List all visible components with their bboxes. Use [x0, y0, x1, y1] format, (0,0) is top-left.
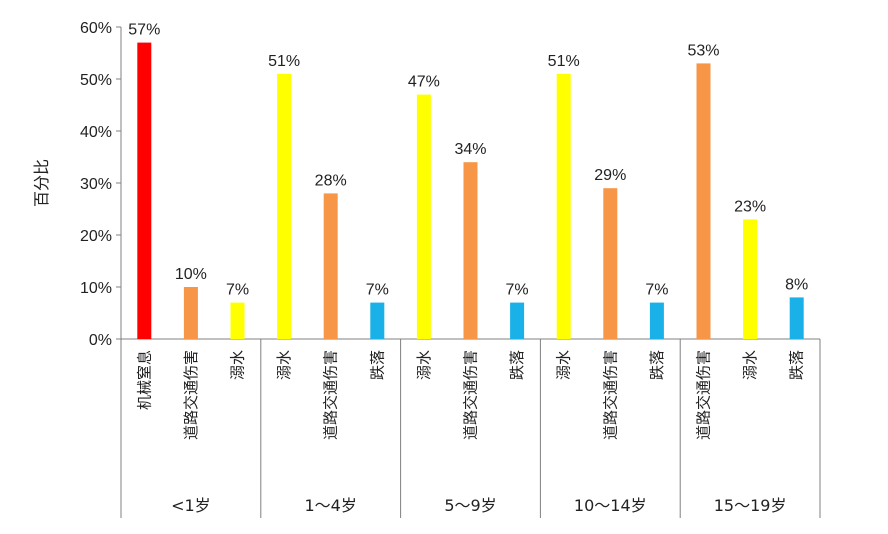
category-label: 跌落 — [508, 350, 526, 380]
y-tick-label: 30% — [80, 176, 112, 193]
category-label: 溺水 — [415, 350, 433, 380]
group-label: <1岁 — [171, 496, 211, 515]
category-labels: 机械窒息 道路交通伤害 溺水 溺水 道路交通伤害 跌落 溺水 道路交通伤害 跌落 溺水 道路交通伤害… — [135, 350, 805, 440]
y-axis-label: 百分比 — [32, 159, 51, 207]
bar — [510, 302, 525, 339]
y-tick-label: 10% — [80, 280, 112, 297]
data-label: 34% — [454, 141, 486, 158]
bar — [743, 219, 758, 339]
bar — [183, 287, 198, 339]
category-label: 道路交通伤害 — [462, 350, 480, 440]
y-tick-label: 0% — [89, 332, 112, 349]
group-label: 10～14岁 — [574, 496, 647, 515]
data-label: 7% — [226, 282, 249, 299]
category-label: 道路交通伤害 — [601, 350, 619, 440]
bar — [370, 302, 385, 339]
bar — [556, 73, 571, 340]
category-label: 跌落 — [368, 350, 386, 380]
bar — [603, 188, 618, 339]
data-label: 23% — [734, 198, 766, 215]
bar — [230, 302, 245, 339]
data-labels: 57% 10% 7% 51% 28% 7% 47% 34% 7% 51% 29% 7% 53% 23% 8% — [128, 22, 808, 299]
data-label: 29% — [594, 167, 626, 184]
data-label: 51% — [548, 53, 580, 70]
category-label: 道路交通伤害 — [322, 350, 340, 440]
category-label: 溺水 — [275, 350, 293, 380]
category-label: 道路交通伤害 — [695, 350, 713, 440]
group-labels: <1岁 1～4岁 5～9岁 10～14岁 15～19岁 — [171, 496, 786, 515]
y-tick-label: 60% — [80, 20, 112, 37]
bar — [137, 42, 152, 339]
data-label: 7% — [645, 282, 668, 299]
category-label: 道路交通伤害 — [182, 350, 200, 440]
data-label: 51% — [268, 53, 300, 70]
category-label: 溺水 — [555, 350, 573, 380]
bar — [323, 193, 338, 339]
y-tick-label: 50% — [80, 72, 112, 89]
category-label: 机械窒息 — [135, 350, 153, 410]
data-label: 53% — [687, 42, 719, 59]
category-label: 跌落 — [788, 350, 806, 380]
data-label: 47% — [408, 74, 440, 91]
data-label: 8% — [785, 276, 808, 293]
bar — [416, 94, 431, 339]
y-ticks: 0% 10% 20% 30% 40% 50% 60% — [80, 20, 121, 349]
data-label: 57% — [128, 22, 160, 39]
category-label: 跌落 — [648, 350, 666, 380]
bar — [696, 63, 711, 340]
group-label: 5～9岁 — [444, 496, 496, 515]
bar — [277, 73, 292, 340]
bar — [649, 302, 664, 339]
data-label: 7% — [366, 282, 389, 299]
bar — [463, 162, 478, 339]
data-label: 28% — [315, 172, 347, 189]
data-label: 7% — [506, 282, 529, 299]
bars — [137, 42, 804, 340]
y-tick-label: 40% — [80, 124, 112, 141]
group-label: 1～4岁 — [305, 496, 357, 515]
category-label: 溺水 — [741, 350, 759, 380]
data-label: 10% — [175, 266, 207, 283]
y-tick-label: 20% — [80, 228, 112, 245]
bar — [789, 297, 804, 339]
group-label: 15～19岁 — [714, 496, 787, 515]
category-label: 溺水 — [229, 350, 247, 380]
